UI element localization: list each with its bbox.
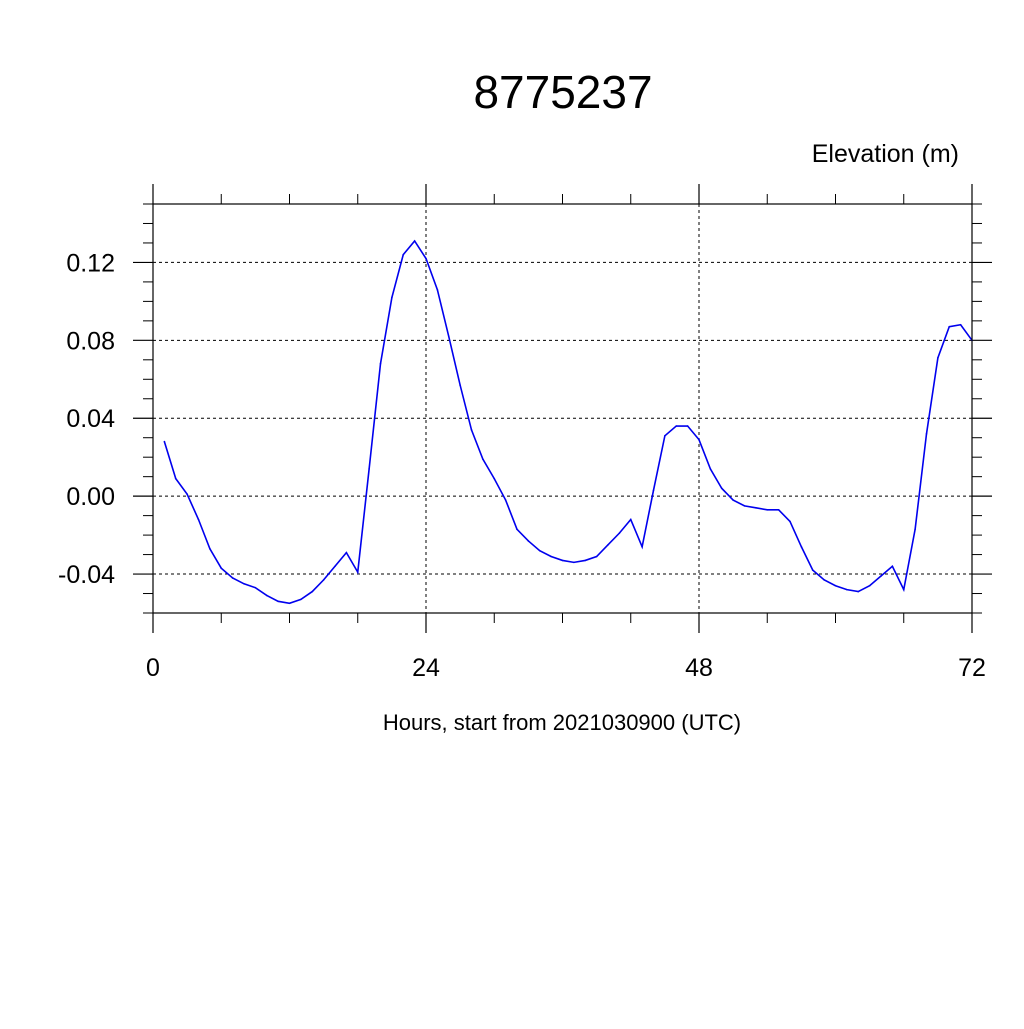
x-tick-label: 48 (685, 654, 713, 682)
data-point (322, 579, 325, 581)
chart-title: 8775237 (473, 66, 652, 118)
data-point (538, 549, 541, 552)
data-point (243, 582, 245, 585)
data-point (368, 468, 370, 470)
data-point (527, 540, 530, 542)
data-point (732, 499, 734, 501)
data-point (959, 323, 962, 326)
data-point (197, 518, 200, 521)
data-point (573, 561, 575, 564)
y-tick-labels: 0.12 0.08 0.04 0.00 -0.04 (58, 249, 115, 589)
y-tick-label: 0.12 (66, 249, 115, 277)
x-tick-label: 0 (146, 654, 160, 682)
data-point (834, 584, 837, 587)
data-point (288, 602, 291, 605)
data-point (504, 499, 507, 501)
x-tick-labels: 0 24 48 72 (146, 654, 986, 682)
data-point (720, 487, 723, 490)
data-point (891, 565, 894, 568)
data-point (607, 544, 609, 546)
data-point (345, 551, 348, 554)
data-point (254, 586, 257, 589)
data-point (277, 600, 279, 603)
data-point (811, 569, 814, 571)
plot-frame (152, 203, 973, 614)
data-point (914, 528, 916, 531)
data-point (334, 565, 336, 568)
data-point (379, 362, 382, 365)
y-tick-label: 0.04 (66, 405, 115, 433)
data-point (925, 433, 928, 435)
data-point (413, 240, 416, 242)
data-point (789, 520, 791, 523)
data-point (550, 555, 552, 558)
x-tick-label: 24 (412, 654, 440, 682)
x-tick-label: 72 (958, 654, 986, 682)
data-point (482, 458, 484, 460)
data-point (209, 547, 211, 550)
data-point (595, 555, 598, 558)
grid-lines (153, 204, 972, 613)
data-point (220, 567, 223, 570)
data-point (402, 253, 405, 256)
data-point (174, 477, 177, 480)
data-point (652, 489, 655, 492)
data-point (846, 588, 848, 591)
y-tick-label: -0.04 (58, 561, 115, 589)
data-point (755, 507, 757, 509)
data-point (675, 425, 678, 427)
data-point (300, 598, 302, 601)
data-point (436, 288, 439, 291)
data-point (664, 434, 666, 437)
data-point (743, 505, 746, 507)
data-point (857, 590, 860, 593)
data-point (584, 559, 587, 562)
data-point (698, 438, 700, 441)
y-axis-label: Elevation (m) (812, 140, 959, 168)
major-ticks (133, 184, 992, 633)
data-point (709, 468, 712, 470)
data-point (629, 518, 632, 521)
data-point (937, 357, 939, 359)
data-point (641, 545, 643, 548)
data-point (948, 325, 951, 328)
data-point (561, 559, 564, 562)
data-point (902, 588, 905, 591)
data-point (880, 575, 882, 577)
data-point (800, 545, 803, 548)
data-point (618, 532, 621, 534)
data-point (766, 508, 769, 511)
data-point (391, 296, 393, 299)
data-point (493, 477, 496, 480)
data-point (356, 571, 359, 573)
y-tick-label: 0.08 (66, 327, 115, 355)
data-point (425, 257, 427, 260)
x-axis-label: Hours, start from 2021030900 (UTC) (383, 710, 741, 735)
data-point (823, 579, 825, 581)
data-point (470, 429, 473, 431)
series-layer (163, 239, 973, 605)
data-point (163, 440, 166, 443)
data-point (868, 584, 871, 587)
data-point (265, 594, 268, 597)
data-point (516, 528, 518, 531)
data-point (311, 590, 314, 593)
minor-ticks (143, 194, 982, 623)
data-point (459, 384, 461, 386)
y-tick-label: 0.00 (66, 483, 115, 511)
data-point (186, 493, 188, 495)
data-point (447, 335, 450, 338)
data-point (777, 508, 780, 511)
elevation-series-line (163, 239, 973, 605)
data-point (231, 577, 234, 579)
data-point (686, 425, 689, 427)
